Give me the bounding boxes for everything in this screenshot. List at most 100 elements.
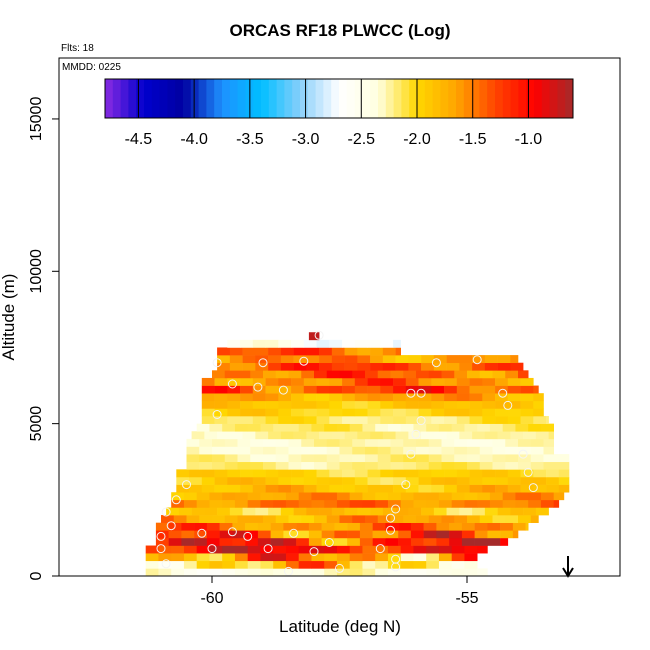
heatmap-cell (375, 560, 389, 569)
heatmap-cell (209, 568, 223, 577)
heatmap-cell (438, 492, 452, 501)
heatmap-cell (543, 454, 557, 463)
heatmap-cell (495, 469, 509, 478)
heatmap-cell (260, 423, 274, 432)
colorbar-segment (518, 79, 527, 118)
heatmap-cell (484, 431, 498, 440)
heatmap-cell (242, 507, 256, 516)
sample-point (375, 544, 385, 554)
heatmap-cell (387, 545, 401, 554)
heatmap-cell (464, 499, 478, 508)
heatmap-cell (314, 446, 328, 455)
heatmap-cell (464, 423, 478, 432)
heatmap-cell (395, 507, 409, 516)
heatmap-cell (393, 484, 407, 493)
heatmap-cell (357, 347, 371, 356)
heatmap-cell (482, 385, 496, 394)
heatmap-cell (354, 385, 368, 394)
heatmap-cell (263, 370, 277, 379)
heatmap-cell (234, 553, 248, 562)
heatmap-cell (319, 431, 333, 440)
colorbar-tick-label: -1.0 (515, 131, 543, 148)
colorbar-segment (331, 79, 340, 118)
heatmap-cell (459, 507, 473, 516)
heatmap-cell (339, 446, 353, 455)
heatmap-cell (416, 438, 430, 447)
sample-point (324, 538, 334, 547)
heatmap-cell (252, 339, 266, 348)
heatmap-cell (525, 522, 529, 531)
heatmap-cell (186, 446, 200, 455)
heatmap-cell (344, 507, 358, 516)
heatmap-cell (265, 469, 279, 478)
heatmap-cell (416, 370, 430, 379)
heatmap-cell (206, 522, 220, 531)
heatmap-cell (489, 492, 503, 501)
heatmap-cell (477, 423, 491, 432)
heatmap-cell (234, 423, 248, 432)
heatmap-cell (240, 385, 254, 394)
x-tick-label: -55 (455, 590, 478, 607)
heatmap-cell (339, 515, 353, 523)
sample-point (156, 544, 166, 554)
heatmap-cell (339, 454, 353, 463)
heatmap-cell (393, 476, 407, 485)
sample-points (156, 330, 538, 576)
heatmap-cell (331, 431, 345, 440)
heatmap-cell (214, 385, 228, 394)
heatmap-cell (380, 393, 394, 402)
heatmap-cell (387, 492, 401, 501)
colorbar-segment (565, 79, 574, 118)
heatmap-cell (553, 499, 560, 508)
heatmap-cell (240, 339, 254, 348)
heatmap-cell (204, 431, 218, 440)
heatmap-cell (382, 362, 396, 371)
heatmap-cell (393, 385, 407, 394)
heatmap-cell (367, 393, 381, 402)
heatmap-cell (273, 553, 287, 562)
heatmap-cell (183, 560, 197, 569)
heatmap-cell (438, 553, 452, 562)
colorbar-segment (424, 79, 433, 118)
heatmap-cell (444, 385, 458, 394)
heatmap-cell (352, 515, 366, 523)
heatmap-cell (533, 469, 547, 478)
sample-point (263, 544, 273, 554)
heatmap-cell (469, 393, 483, 402)
heatmap-cell (546, 469, 560, 478)
heatmap-cell (222, 499, 236, 508)
colorbar-segment (541, 79, 550, 118)
sample-point (411, 429, 421, 439)
heatmap-cell (336, 568, 350, 577)
heatmap-cell (454, 461, 468, 470)
heatmap-cell (224, 454, 238, 463)
heatmap-cell (224, 446, 238, 455)
heatmap-cell (237, 370, 251, 379)
heatmap-cell (390, 515, 404, 523)
colorbar-segment (487, 79, 496, 118)
heatmap-cell (426, 568, 440, 577)
heatmap-cell (469, 385, 483, 394)
heatmap-cell (418, 476, 432, 485)
heatmap-cell (380, 484, 394, 493)
heatmap-cell (260, 568, 274, 577)
heatmap-cell (520, 416, 534, 424)
heatmap-cell (291, 476, 305, 485)
heatmap-cell (375, 492, 389, 501)
heatmap-cell (227, 385, 241, 394)
heatmap-cell (265, 400, 279, 409)
heatmap-cell (492, 454, 506, 463)
heatmap-cell (265, 408, 279, 417)
sample-point (431, 358, 441, 368)
heatmap-cell (270, 530, 284, 539)
heatmap-cell (303, 393, 317, 402)
heatmap-cell (250, 438, 264, 447)
colorbar-segment (300, 79, 309, 118)
heatmap-cell (362, 553, 376, 562)
heatmap-cell (342, 476, 356, 485)
heatmap-cell (382, 347, 396, 356)
heatmap-cell (349, 545, 363, 554)
heatmap-cell (428, 370, 442, 379)
heatmap-cell (495, 476, 509, 485)
heatmap-cell (423, 530, 437, 539)
